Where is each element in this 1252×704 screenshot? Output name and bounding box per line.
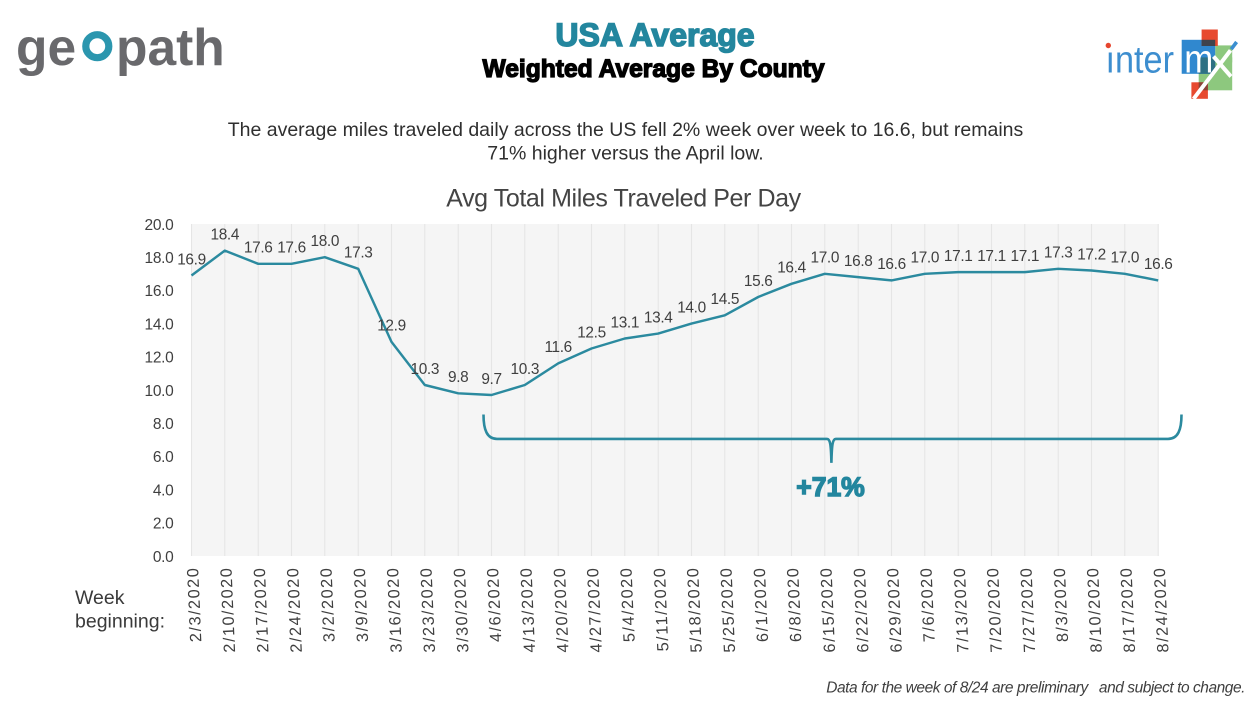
svg-text:12.9: 12.9 bbox=[377, 318, 406, 335]
svg-text:14.0: 14.0 bbox=[145, 316, 175, 333]
svg-text:17.1: 17.1 bbox=[1011, 248, 1040, 265]
svg-text:5/11/2020: 5/11/2020 bbox=[651, 566, 673, 651]
svg-text:Weighted Average By County: Weighted Average By County bbox=[482, 56, 824, 83]
svg-text:7/6/2020: 7/6/2020 bbox=[917, 566, 938, 642]
svg-text:18.0: 18.0 bbox=[145, 250, 175, 267]
svg-text:17.0: 17.0 bbox=[911, 250, 940, 267]
svg-text:71% higher versus the April lo: 71% higher versus the April low. bbox=[487, 142, 763, 164]
svg-text:USA Average: USA Average bbox=[555, 17, 754, 53]
svg-text:14.0: 14.0 bbox=[677, 299, 706, 316]
svg-text:16.4: 16.4 bbox=[777, 260, 806, 277]
svg-text:16.9: 16.9 bbox=[177, 251, 206, 268]
svg-text:17.3: 17.3 bbox=[1044, 245, 1073, 262]
svg-text:17.6: 17.6 bbox=[277, 240, 306, 257]
svg-text:2/3/2020: 2/3/2020 bbox=[184, 566, 205, 642]
svg-text:The average miles traveled dai: The average miles traveled daily across … bbox=[228, 119, 1024, 141]
svg-text:10.3: 10.3 bbox=[511, 361, 540, 378]
svg-text:6/22/2020: 6/22/2020 bbox=[851, 566, 873, 653]
svg-text:16.6: 16.6 bbox=[1144, 256, 1173, 273]
svg-text:17.6: 17.6 bbox=[244, 240, 273, 257]
svg-text:2/17/2020: 2/17/2020 bbox=[251, 566, 273, 653]
svg-text:12.0: 12.0 bbox=[145, 350, 175, 367]
svg-text:2.0: 2.0 bbox=[153, 516, 174, 533]
svg-text:+71%: +71% bbox=[796, 472, 865, 502]
svg-text:3/23/2020: 3/23/2020 bbox=[417, 566, 439, 653]
svg-text:4/20/2020: 4/20/2020 bbox=[551, 566, 573, 653]
svg-text:2/10/2020: 2/10/2020 bbox=[217, 566, 239, 653]
svg-text:8/17/2020: 8/17/2020 bbox=[1117, 566, 1139, 653]
svg-text:6/29/2020: 6/29/2020 bbox=[884, 566, 906, 653]
svg-text:Data for the week of 8/24 are: Data for the week of 8/24 are preliminar… bbox=[826, 680, 1245, 697]
svg-text:4.0: 4.0 bbox=[153, 482, 174, 499]
svg-text:14.5: 14.5 bbox=[711, 291, 740, 308]
svg-text:6/8/2020: 6/8/2020 bbox=[784, 566, 805, 642]
svg-text:10.0: 10.0 bbox=[145, 383, 175, 400]
svg-text:2/24/2020: 2/24/2020 bbox=[284, 566, 306, 653]
svg-text:17.0: 17.0 bbox=[811, 250, 840, 267]
svg-text:12.5: 12.5 bbox=[577, 324, 606, 341]
svg-text:13.1: 13.1 bbox=[611, 314, 640, 331]
svg-text:4/13/2020: 4/13/2020 bbox=[517, 566, 539, 653]
svg-text:7/20/2020: 7/20/2020 bbox=[984, 566, 1006, 653]
svg-text:m: m bbox=[1184, 37, 1213, 81]
svg-text:16.6: 16.6 bbox=[877, 256, 906, 273]
svg-text:20.0: 20.0 bbox=[145, 217, 175, 234]
svg-text:0.0: 0.0 bbox=[153, 549, 174, 566]
svg-text:ınter: ınter bbox=[1106, 39, 1175, 81]
svg-text:7/27/2020: 7/27/2020 bbox=[1017, 566, 1039, 653]
svg-text:16.8: 16.8 bbox=[844, 253, 873, 270]
svg-text:6/15/2020: 6/15/2020 bbox=[817, 566, 839, 653]
svg-text:Week: Week bbox=[75, 587, 125, 609]
svg-text:6/1/2020: 6/1/2020 bbox=[751, 566, 772, 642]
svg-text:5/18/2020: 5/18/2020 bbox=[684, 566, 706, 653]
svg-text:8/24/2020: 8/24/2020 bbox=[1151, 566, 1173, 653]
svg-text:17.1: 17.1 bbox=[977, 248, 1006, 265]
svg-text:17.3: 17.3 bbox=[344, 245, 373, 262]
svg-text:4/27/2020: 4/27/2020 bbox=[584, 566, 606, 653]
svg-text:9.7: 9.7 bbox=[481, 371, 501, 388]
svg-text:path: path bbox=[116, 18, 225, 76]
svg-text:3/16/2020: 3/16/2020 bbox=[384, 566, 406, 653]
svg-text:17.1: 17.1 bbox=[944, 248, 973, 265]
svg-text:17.2: 17.2 bbox=[1077, 246, 1106, 263]
svg-text:17.0: 17.0 bbox=[1111, 250, 1140, 267]
svg-text:6.0: 6.0 bbox=[153, 449, 174, 466]
svg-text:8.0: 8.0 bbox=[153, 416, 174, 433]
svg-text:18.4: 18.4 bbox=[211, 226, 240, 243]
svg-text:ge: ge bbox=[16, 18, 76, 76]
svg-text:7/13/2020: 7/13/2020 bbox=[951, 566, 973, 653]
svg-text:16.0: 16.0 bbox=[145, 283, 175, 300]
svg-text:3/9/2020: 3/9/2020 bbox=[351, 566, 372, 642]
svg-text:8/3/2020: 8/3/2020 bbox=[1051, 566, 1072, 642]
svg-text:18.0: 18.0 bbox=[311, 233, 340, 250]
svg-text:3/30/2020: 3/30/2020 bbox=[451, 566, 473, 653]
svg-text:5/4/2020: 5/4/2020 bbox=[617, 566, 638, 642]
svg-text:8/10/2020: 8/10/2020 bbox=[1084, 566, 1106, 653]
svg-text:3/2/2020: 3/2/2020 bbox=[317, 566, 338, 642]
svg-text:15.6: 15.6 bbox=[744, 273, 773, 290]
svg-text:9.8: 9.8 bbox=[448, 369, 468, 386]
svg-text:Avg Total Miles Traveled Per D: Avg Total Miles Traveled Per Day bbox=[446, 184, 801, 212]
svg-text:5/25/2020: 5/25/2020 bbox=[717, 566, 739, 653]
svg-text:4/6/2020: 4/6/2020 bbox=[484, 566, 505, 642]
svg-text:13.4: 13.4 bbox=[644, 309, 673, 326]
svg-text:10.3: 10.3 bbox=[411, 361, 440, 378]
svg-text:11.6: 11.6 bbox=[544, 339, 571, 356]
svg-text:beginning:: beginning: bbox=[75, 611, 165, 633]
